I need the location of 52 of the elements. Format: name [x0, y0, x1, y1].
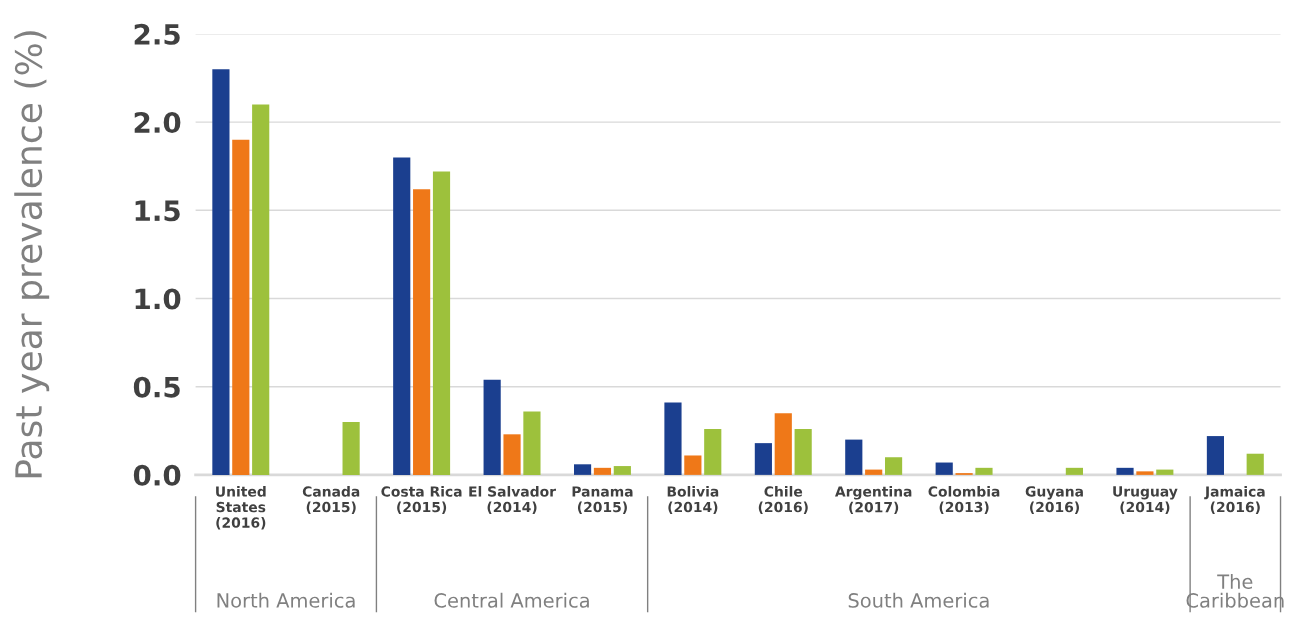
bar	[483, 379, 501, 475]
x-tick-label: Jamaica (2016)	[1204, 485, 1265, 514]
text: South America	[848, 592, 989, 608]
bar	[774, 413, 792, 475]
y-tick-label: 2.5	[134, 23, 180, 45]
bar	[935, 462, 953, 475]
x-tick-label: Canada (2015)	[302, 485, 360, 514]
y-tick-label: 0.5	[133, 376, 180, 398]
bar	[704, 429, 722, 475]
bar	[573, 464, 592, 475]
y-tick-label: 2.0	[134, 112, 181, 134]
bar	[664, 402, 682, 475]
bar	[1136, 471, 1154, 475]
x-tick-label: Bolivia (2014)	[667, 485, 719, 514]
bar	[754, 443, 772, 475]
y-tick-label: 1.5	[135, 200, 180, 222]
bar	[1156, 469, 1174, 475]
bar	[975, 467, 993, 475]
text: Central America	[434, 592, 589, 608]
x-tick-label: Costa Rica (2015)	[381, 485, 462, 514]
x-tick-label: El Salvador (2014)	[469, 485, 556, 514]
bar	[342, 421, 360, 475]
bar	[884, 457, 903, 475]
bar	[523, 411, 541, 475]
bar	[232, 139, 250, 475]
bar	[432, 171, 451, 475]
bar	[684, 455, 702, 475]
bar	[252, 104, 270, 475]
bar	[613, 466, 631, 475]
bar	[593, 467, 612, 475]
bar	[865, 469, 883, 475]
y-tick-label: 1.0	[135, 288, 181, 310]
x-tick-label: Guyana (2016)	[1025, 486, 1083, 514]
x-tick-label: Uruguay (2014)	[1113, 486, 1178, 514]
x-tick-label: United States (2016)	[216, 485, 266, 530]
x-tick-label: Colombia (2013)	[928, 485, 1000, 514]
y-tick-label: 0.0	[133, 464, 181, 486]
bar	[794, 429, 812, 475]
bar	[212, 69, 230, 475]
bar	[393, 157, 411, 475]
bar	[845, 439, 863, 475]
x-tick-label: Panama (2015)	[572, 486, 633, 514]
text: North America	[217, 592, 355, 608]
bar	[503, 434, 521, 475]
x-tick-label: Argentina (2017)	[834, 485, 912, 515]
bar	[1065, 467, 1083, 475]
bar	[413, 189, 431, 475]
bar	[1206, 436, 1225, 475]
x-tick-label: Chile (2016)	[758, 485, 808, 514]
bar	[1116, 467, 1134, 475]
y-axis-title: Past year prevalence (%)	[14, 31, 50, 478]
bar	[1246, 453, 1264, 475]
